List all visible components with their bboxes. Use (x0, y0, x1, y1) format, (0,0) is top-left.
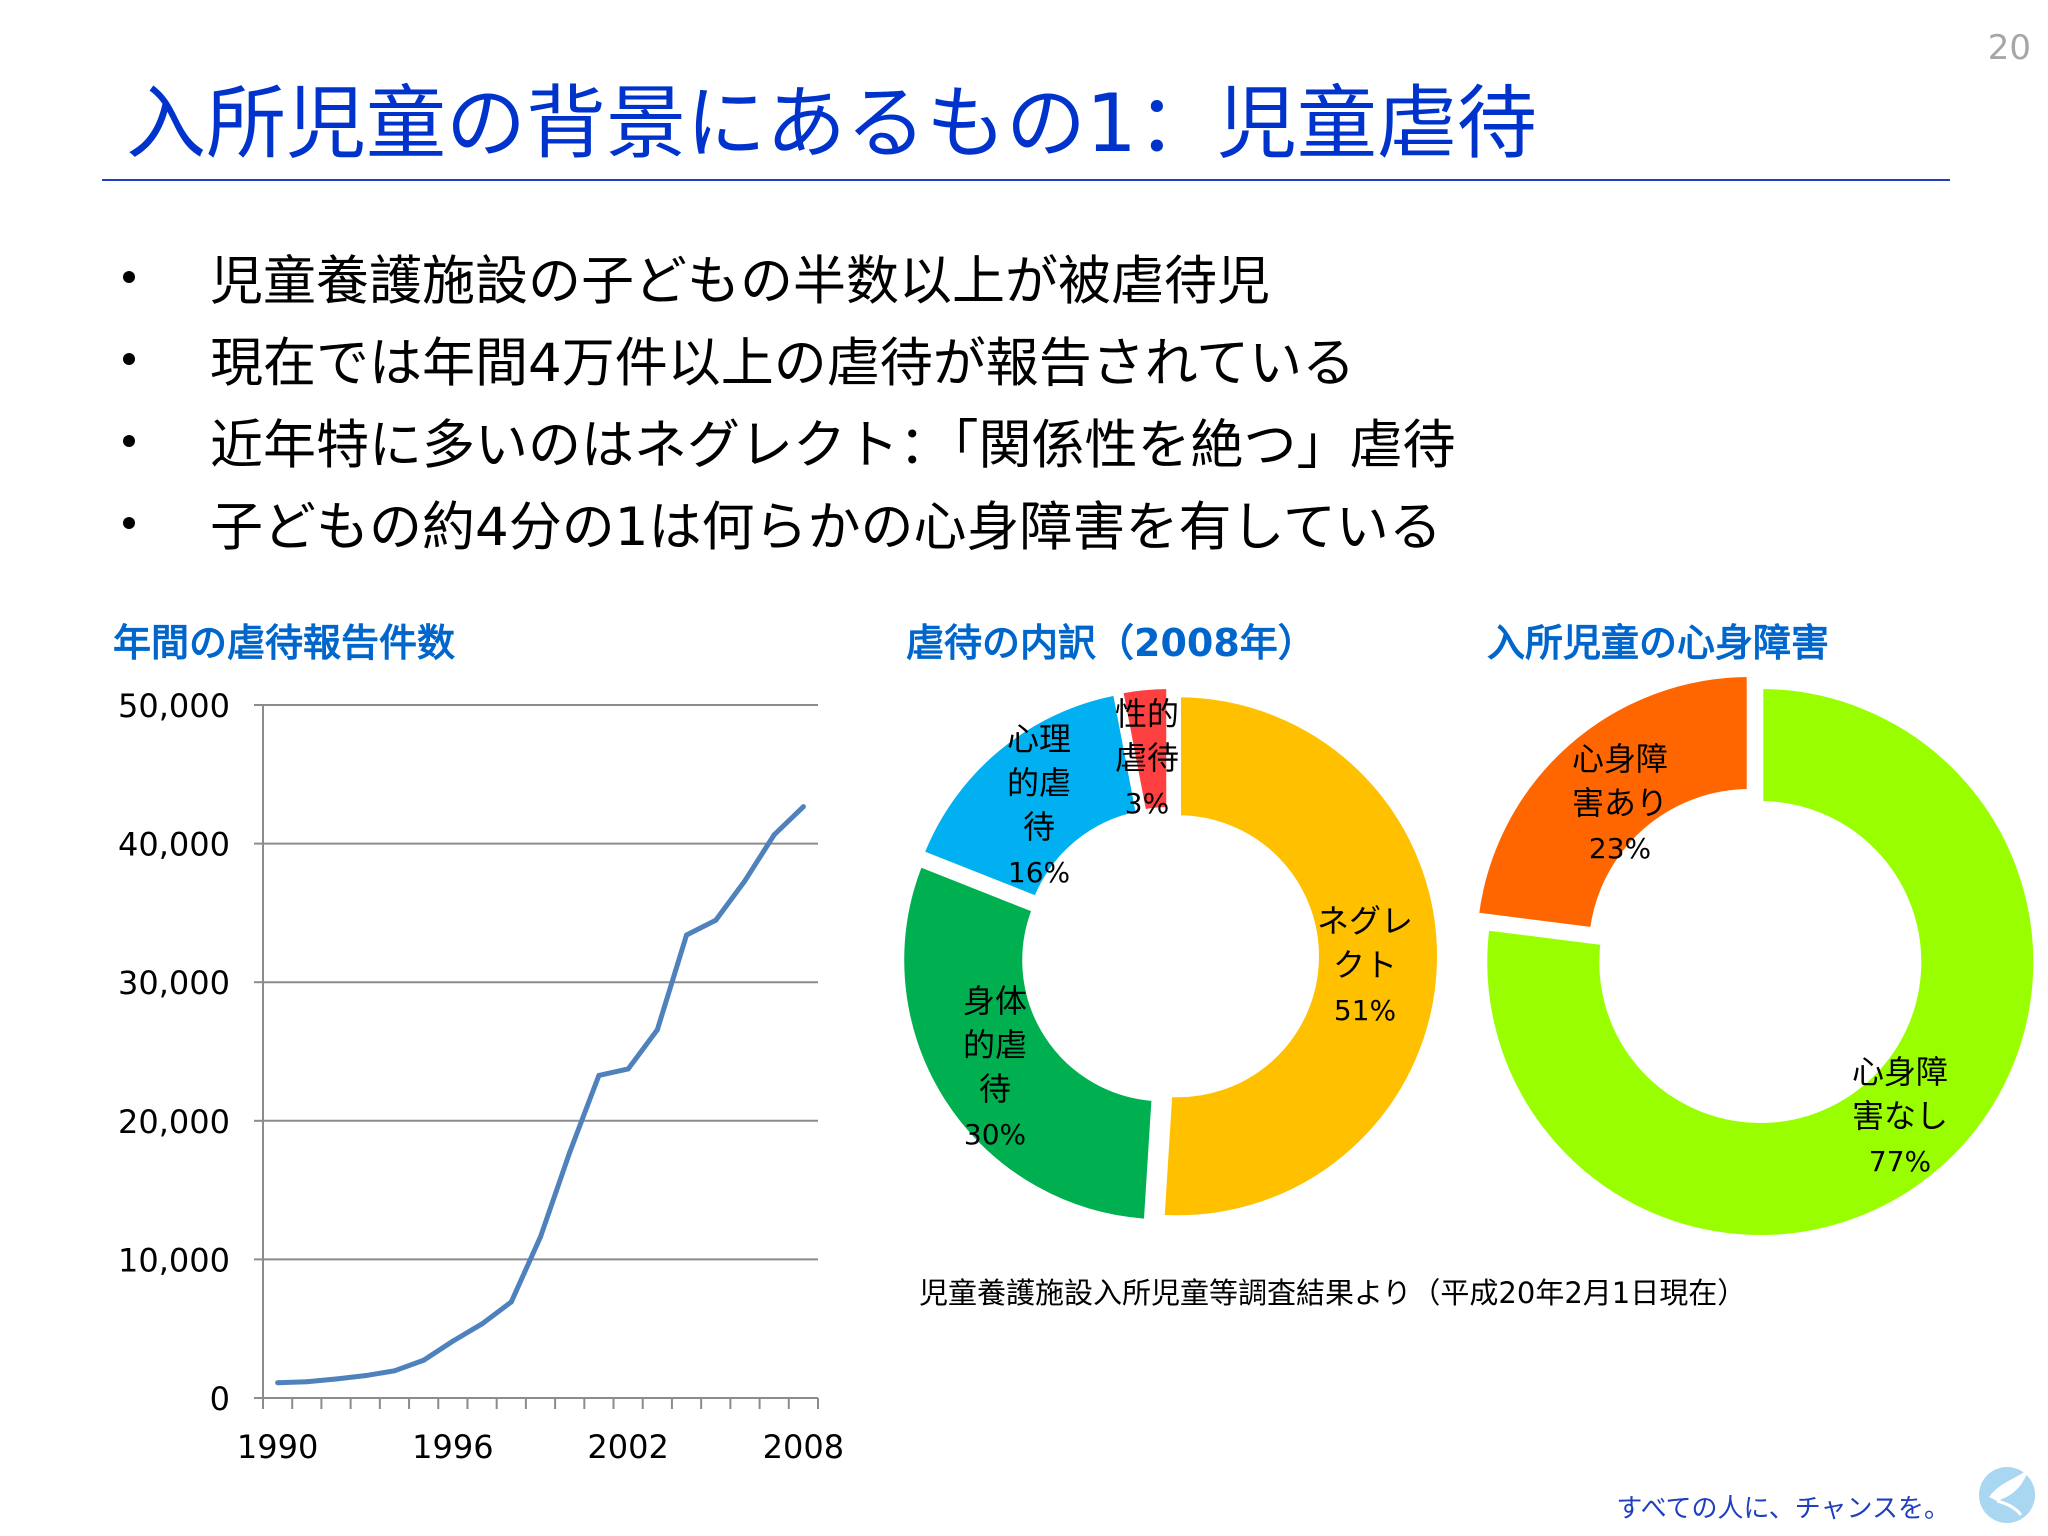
slice-label-line: 心身障 (1572, 740, 1668, 778)
y-tick-label: 40,000 (118, 826, 230, 864)
y-tick-label: 10,000 (118, 1241, 230, 1279)
bullet-dot-icon (123, 517, 135, 529)
slice-label-line: 的虐 (963, 1026, 1027, 1064)
slice-label-line: 害なし (1852, 1097, 1948, 1135)
line-data-point (450, 1338, 456, 1344)
title-divider (102, 179, 1950, 181)
line-data-point (479, 1321, 485, 1327)
line-chart-x-axis: 1990 1996 2002 2008 (237, 1397, 844, 1466)
slice-label-line: 的虐 (1007, 764, 1071, 802)
slide-title: 入所児童の背景にあるもの1：児童虐待 (126, 77, 1537, 170)
bullet-list: 児童養護施設の子どもの半数以上が被虐待児 現在では年間4万件以上の虐待が報告され… (115, 236, 1456, 564)
line-data-point (742, 878, 748, 884)
donut-slice (898, 859, 1158, 1225)
line-data-point (713, 917, 719, 923)
line-data-point (684, 932, 690, 938)
line-data-point (596, 1072, 602, 1078)
line-data-point (362, 1373, 368, 1379)
line-chart-title: 年間の虐待報告件数 (113, 621, 456, 665)
footer-slogan: すべての人に、チャンスを。 (1616, 1494, 1950, 1524)
line-data-point (333, 1376, 339, 1382)
slice-value-label: 30% (964, 1118, 1026, 1151)
y-tick-label: 30,000 (118, 964, 230, 1002)
line-data-point (625, 1066, 631, 1072)
y-tick-label: 50,000 (118, 687, 230, 725)
x-tick-label: 2008 (763, 1428, 844, 1466)
line-data-point (567, 1149, 573, 1155)
slice-label-line: 心身障 (1852, 1053, 1948, 1091)
x-tick-label: 1990 (237, 1428, 318, 1466)
bullet-item: 子どもの約4分の1は何らかの心身障害を有している (115, 482, 1456, 564)
slice-value-label: 77% (1869, 1145, 1931, 1178)
x-tick-label: 2002 (587, 1428, 668, 1466)
bullet-text: 子どもの約4分の1は何らかの心身障害を有している (210, 497, 1442, 558)
donut-slice (917, 688, 1143, 903)
slice-value-label: 16% (1008, 856, 1070, 889)
slice-label-line: 待 (1023, 808, 1055, 846)
bullet-item: 児童養護施設の子どもの半数以上が被虐待児 (115, 236, 1456, 318)
line-chart-series (275, 804, 806, 1386)
bullet-dot-icon (123, 353, 135, 365)
line-data-point (508, 1299, 514, 1305)
slice-value-label: 51% (1334, 994, 1396, 1027)
slice-label-line: ネグレ (1317, 902, 1413, 940)
donut-abuse-title: 虐待の内訳（2008年） (906, 621, 1316, 665)
line-data-point (538, 1234, 543, 1240)
slice-label-line: 身体 (963, 982, 1027, 1020)
line-data-point (304, 1379, 310, 1385)
slice-label-line: 心理 (1007, 720, 1071, 758)
line-series-path (277, 804, 806, 1386)
bullet-text: 児童養護施設の子どもの半数以上が被虐待児 (210, 251, 1270, 312)
slice-value-label: 3% (1125, 787, 1169, 820)
donut-slice (1481, 682, 2040, 1241)
slice-label-line: 害あり (1572, 784, 1668, 822)
slice-label-line: 性的 (1115, 695, 1179, 733)
source-note: 児童養護施設入所児童等調査結果より（平成20年2月1日現在） (919, 1276, 1747, 1310)
x-tick-label: 1996 (412, 1428, 493, 1466)
dove-logo-icon (1979, 1467, 2035, 1523)
bullet-item: 現在では年間4万件以上の虐待が報告されている (115, 318, 1456, 400)
y-tick-label: 20,000 (118, 1103, 230, 1141)
line-data-point (771, 832, 777, 838)
slice-label-line: クト (1333, 946, 1397, 984)
bullet-dot-icon (123, 271, 135, 283)
line-chart: 0 10,000 20,000 30,000 40,000 50,000 1990 1996… (118, 687, 844, 1466)
line-chart-grid (263, 704, 818, 1261)
slice-label-line: 待 (979, 1070, 1011, 1108)
donut-slice-label: ネグレクト 51% (1317, 902, 1413, 1027)
line-chart-y-axis: 0 10,000 20,000 30,000 40,000 50,000 (118, 687, 264, 1418)
bullet-text: 近年特に多いのはネグレクト：「関係性を絶つ」虐待 (210, 415, 1456, 476)
line-data-point (800, 804, 806, 810)
donut-slice (1472, 670, 1753, 934)
line-data-point (275, 1380, 281, 1386)
slice-label-line: 虐待 (1115, 739, 1179, 777)
page-number: 20 (1987, 28, 2031, 68)
donut-disability-title: 入所児童の心身障害 (1487, 621, 1830, 665)
bullet-text: 現在では年間4万件以上の虐待が報告されている (210, 333, 1356, 394)
line-data-point (421, 1357, 427, 1363)
donut-slice (1116, 683, 1173, 816)
y-tick-label: 0 (210, 1380, 230, 1418)
slice-value-label: 23% (1589, 832, 1651, 865)
bullet-dot-icon (123, 435, 135, 447)
line-data-point (654, 1027, 660, 1033)
donut-slice (1158, 691, 1443, 1222)
line-data-point (391, 1368, 397, 1374)
bullet-item: 近年特に多いのはネグレクト：「関係性を絶つ」虐待 (115, 400, 1456, 482)
